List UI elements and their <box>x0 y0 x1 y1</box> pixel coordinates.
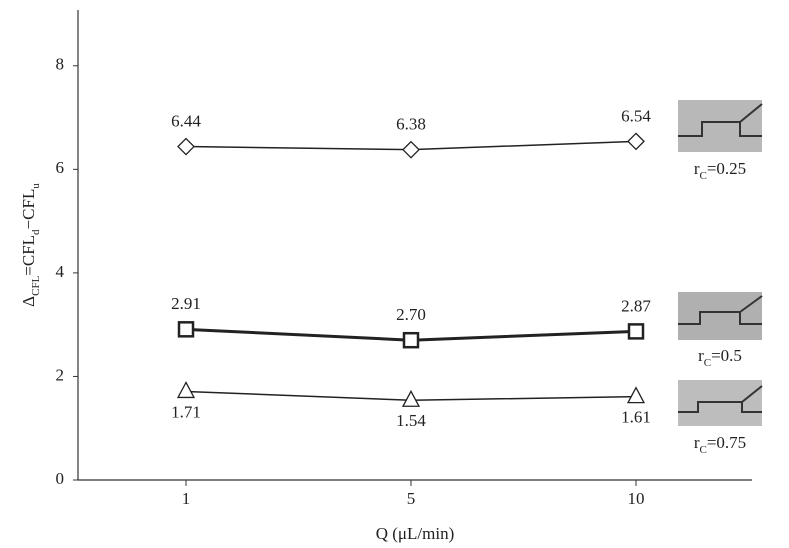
text-part: −CFL <box>19 189 38 230</box>
x-tick-label: 10 <box>628 489 645 508</box>
y-axis-label: ΔCFL=CFLd−CFLu <box>19 183 42 307</box>
marker <box>628 133 644 149</box>
data-label: 2.87 <box>621 296 651 315</box>
text-part: =0.75 <box>707 433 746 452</box>
data-label: 2.70 <box>396 305 426 324</box>
y-tick-label: 4 <box>56 262 65 281</box>
annotation: rC=0.75 <box>694 433 746 456</box>
annotation: rC=0.5 <box>698 346 742 369</box>
micrograph <box>678 380 762 426</box>
x-tick-label: 5 <box>407 489 416 508</box>
data-label: 6.38 <box>396 115 426 134</box>
subscript: u <box>30 183 42 189</box>
marker <box>628 388 644 403</box>
text-part: Δ <box>19 296 38 307</box>
subscript: C <box>699 170 706 182</box>
marker <box>629 324 643 338</box>
text-part: =CFL <box>19 235 38 276</box>
y-tick-label: 6 <box>56 158 65 177</box>
subscript: CFL <box>30 275 42 295</box>
marker <box>178 382 194 397</box>
marker <box>403 142 419 158</box>
y-tick-label: 2 <box>56 365 65 384</box>
data-label: 6.54 <box>621 106 651 125</box>
data-label: 6.44 <box>171 111 201 130</box>
chart: Q (μL/min) 024681510ΔCFL=CFLd−CFLurC=0.2… <box>0 0 789 548</box>
marker <box>178 139 194 155</box>
x-tick-label: 1 <box>182 489 191 508</box>
data-label: 1.61 <box>621 408 651 427</box>
micrograph <box>678 100 762 152</box>
marker <box>404 333 418 347</box>
data-label: 1.71 <box>171 402 201 421</box>
marker <box>179 322 193 336</box>
annotation: rC=0.25 <box>694 159 746 182</box>
x-axis-label: Q (μL/min) <box>376 524 455 543</box>
subscript: C <box>699 444 706 456</box>
micrograph <box>678 292 762 340</box>
subscript: C <box>704 357 711 369</box>
data-label: 1.54 <box>396 411 426 430</box>
data-label: 2.91 <box>171 294 201 313</box>
text-part: =0.5 <box>711 346 742 365</box>
y-tick-label: 0 <box>56 469 65 488</box>
marker <box>403 391 419 406</box>
text-part: =0.25 <box>707 159 746 178</box>
y-tick-label: 8 <box>56 55 65 74</box>
